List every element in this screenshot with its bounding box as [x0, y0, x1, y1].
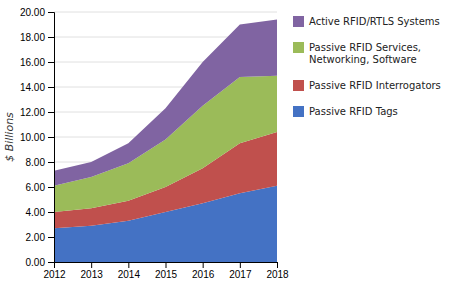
y-axis: 0.00 2.00 4.00 6.00 8.00 10.00 12.00 14.00 16.00… — [20, 7, 55, 268]
y-tick-mark — [48, 212, 54, 213]
y-tick-label: 20.00 — [20, 7, 45, 18]
y-tick: 12.00 — [20, 107, 54, 118]
y-tick-label: 2.00 — [26, 232, 46, 243]
y-tick-mark — [48, 87, 54, 88]
y-tick-label: 16.00 — [20, 57, 45, 68]
grid-line — [54, 12, 277, 13]
x-tick-label: 2012 — [43, 269, 66, 280]
legend: Active RFID/RTLS Systems Passive RFID Ser… — [293, 16, 441, 117]
y-tick: 10.00 — [20, 132, 54, 143]
x-tick-label: 2018 — [266, 269, 289, 280]
y-tick-mark — [48, 137, 54, 138]
y-tick-mark — [48, 12, 54, 13]
x-tick-mark — [91, 262, 92, 268]
x-axis: 2012 2013 2014 2015 2016 2017 2018 — [43, 262, 289, 280]
y-tick-mark — [48, 262, 54, 263]
legend-item: Active RFID/RTLS Systems — [293, 16, 440, 27]
y-tick-mark — [48, 187, 54, 188]
legend-label: Passive RFID Interrogators — [309, 80, 441, 91]
y-tick-label: 18.00 — [20, 32, 45, 43]
x-tick: 2013 — [81, 262, 104, 280]
legend-label: Passive RFID Tags — [309, 106, 398, 117]
chart: 2012 2013 2014 2015 2016 2017 2018 0.00 2.00 4.00… — [0, 0, 459, 286]
y-tick-mark — [48, 62, 54, 63]
y-tick: 2.00 — [26, 232, 54, 243]
y-tick: 16.00 — [20, 57, 54, 68]
y-tick: 20.00 — [20, 7, 54, 18]
y-tick: 6.00 — [26, 182, 54, 193]
y-tick: 18.00 — [20, 32, 54, 43]
y-tick-mark — [48, 112, 54, 113]
y-tick-label: 4.00 — [26, 207, 46, 218]
y-axis-line — [48, 13, 55, 263]
area — [54, 76, 277, 212]
x-tick-mark — [240, 262, 241, 268]
x-tick: 2014 — [118, 262, 141, 280]
y-tick-mark — [48, 37, 54, 38]
legend-swatch — [293, 16, 304, 27]
y-tick-label: 14.00 — [20, 82, 45, 93]
legend-swatch — [293, 106, 304, 117]
x-axis-line — [55, 263, 278, 269]
x-tick-label: 2013 — [81, 269, 104, 280]
legend-item: Passive RFID Services,Networking, Softwa… — [293, 42, 421, 65]
x-tick-label: 2016 — [192, 269, 215, 280]
x-tick-mark — [277, 262, 278, 268]
y-tick-label: 0.00 — [26, 257, 46, 268]
legend-label: Passive RFID Services,Networking, Softwa… — [309, 42, 421, 65]
y-tick-mark — [48, 162, 54, 163]
legend-swatch — [293, 80, 304, 91]
area — [54, 20, 277, 186]
y-tick-label: 6.00 — [26, 182, 46, 193]
y-tick-label: 8.00 — [26, 157, 46, 168]
legend-label: Active RFID/RTLS Systems — [309, 16, 440, 27]
x-tick-mark — [166, 262, 167, 268]
y-tick-label: 10.00 — [20, 132, 45, 143]
x-tick: 2015 — [155, 262, 178, 280]
grid — [54, 12, 277, 262]
plot-area — [54, 20, 277, 263]
y-tick: 4.00 — [26, 207, 54, 218]
x-tick-label: 2015 — [155, 269, 178, 280]
y-tick: 0.00 — [26, 257, 54, 268]
y-tick: 14.00 — [20, 82, 54, 93]
x-tick-mark — [203, 262, 204, 268]
x-tick: 2016 — [192, 262, 215, 280]
legend-swatch — [293, 42, 304, 53]
x-tick: 2018 — [266, 262, 289, 280]
legend-item: Passive RFID Tags — [293, 106, 398, 117]
y-tick: 8.00 — [26, 157, 54, 168]
x-tick-label: 2014 — [118, 269, 141, 280]
legend-item: Passive RFID Interrogators — [293, 80, 441, 91]
y-tick-label: 12.00 — [20, 107, 45, 118]
x-tick: 2012 — [43, 262, 66, 280]
x-tick-label: 2017 — [229, 269, 252, 280]
x-tick-mark — [128, 262, 129, 268]
x-tick: 2017 — [229, 262, 252, 280]
y-tick-mark — [48, 237, 54, 238]
y-axis-title: $ Billions — [3, 112, 16, 162]
